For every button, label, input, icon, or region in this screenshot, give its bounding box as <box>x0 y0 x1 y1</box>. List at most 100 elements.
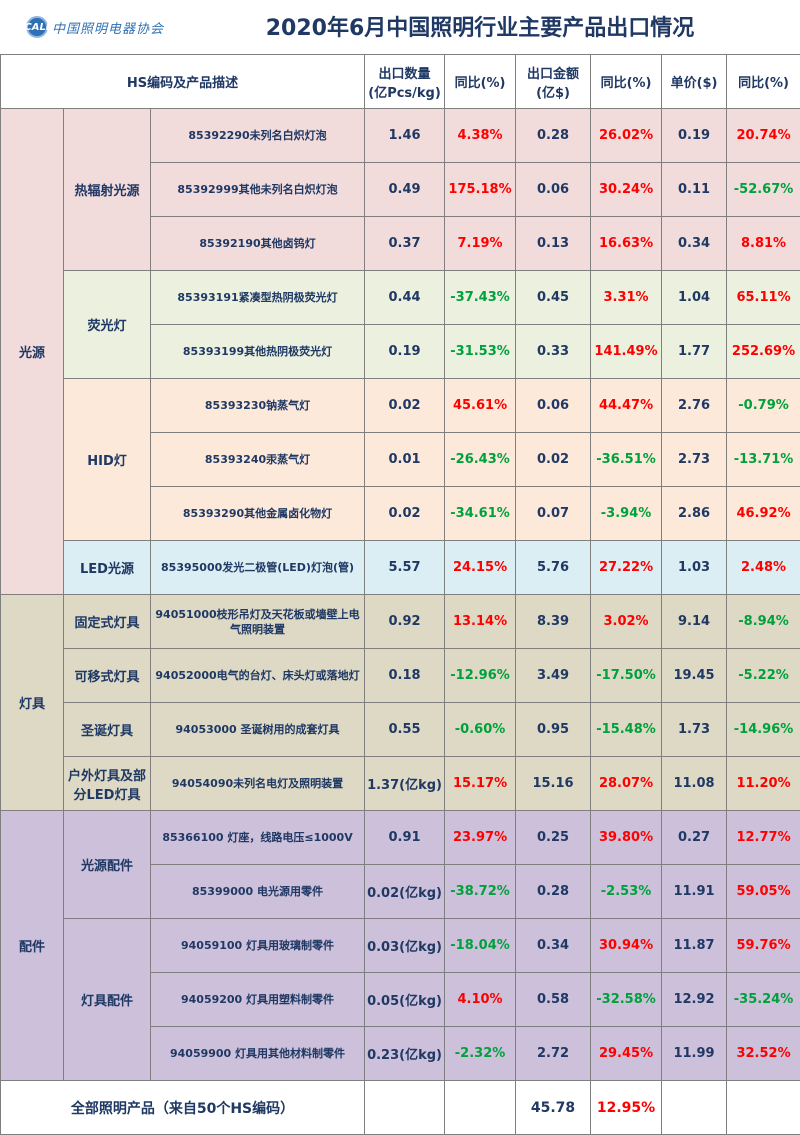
unit-price: 12.92 <box>662 973 727 1027</box>
amount-yoy: 3.31% <box>591 271 662 325</box>
amount-yoy: 26.02% <box>591 109 662 163</box>
qty-yoy: -2.32% <box>445 1027 516 1081</box>
total-qty-empty <box>365 1081 445 1135</box>
unit-price: 2.76 <box>662 379 727 433</box>
subgroup-fixed: 固定式灯具 <box>64 595 151 649</box>
export-amount: 3.49 <box>516 649 591 703</box>
amount-yoy: 29.45% <box>591 1027 662 1081</box>
unit-price: 0.19 <box>662 109 727 163</box>
price-yoy: -14.96% <box>727 703 800 757</box>
unit-price: 19.45 <box>662 649 727 703</box>
total-label: 全部照明产品（来自50个HS编码） <box>1 1081 365 1135</box>
subgroup-src_acc: 光源配件 <box>64 811 151 919</box>
qty-yoy: 4.10% <box>445 973 516 1027</box>
export-amount: 0.13 <box>516 217 591 271</box>
price-yoy: 59.05% <box>727 865 800 919</box>
price-yoy: 8.81% <box>727 217 800 271</box>
total-price-empty <box>662 1081 727 1135</box>
unit-price: 1.04 <box>662 271 727 325</box>
price-yoy: 20.74% <box>727 109 800 163</box>
qty-yoy: -34.61% <box>445 487 516 541</box>
export-qty: 0.19 <box>365 325 445 379</box>
unit-price: 1.77 <box>662 325 727 379</box>
qty-yoy: 13.14% <box>445 595 516 649</box>
amount-yoy: -3.94% <box>591 487 662 541</box>
price-yoy: -52.67% <box>727 163 800 217</box>
export-amount: 0.34 <box>516 919 591 973</box>
unit-price: 0.11 <box>662 163 727 217</box>
export-amount: 0.06 <box>516 379 591 433</box>
total-price-yoy-empty <box>727 1081 800 1135</box>
total-qty-yoy-empty <box>445 1081 516 1135</box>
unit-price: 2.73 <box>662 433 727 487</box>
export-amount: 15.16 <box>516 757 591 811</box>
price-yoy: 32.52% <box>727 1027 800 1081</box>
export-amount: 0.06 <box>516 163 591 217</box>
product-desc: 85392999其他未列名白炽灯泡 <box>151 163 365 217</box>
product-desc: 85393290其他金属卤化物灯 <box>151 487 365 541</box>
export-amount: 5.76 <box>516 541 591 595</box>
subgroup-hid: HID灯 <box>64 379 151 541</box>
page-title: 2020年6月中国照明行业主要产品出口情况 <box>200 10 760 42</box>
amount-yoy: 3.02% <box>591 595 662 649</box>
product-desc: 85393191紧凑型热阴极荧光灯 <box>151 271 365 325</box>
subgroup-outdoor: 户外灯具及部分LED灯具 <box>64 757 151 811</box>
unit-price: 0.27 <box>662 811 727 865</box>
product-desc: 94059900 灯具用其他材料制零件 <box>151 1027 365 1081</box>
export-amount: 0.95 <box>516 703 591 757</box>
total-amount: 45.78 <box>516 1081 591 1135</box>
price-yoy: -13.71% <box>727 433 800 487</box>
qty-yoy: 45.61% <box>445 379 516 433</box>
group-accessories: 配件 <box>1 811 64 1081</box>
export-amount: 0.45 <box>516 271 591 325</box>
amount-yoy: -2.53% <box>591 865 662 919</box>
amount-yoy: 39.80% <box>591 811 662 865</box>
amount-yoy: -36.51% <box>591 433 662 487</box>
unit-price: 1.03 <box>662 541 727 595</box>
logo-icon: CALI <box>26 16 48 38</box>
price-yoy: -0.79% <box>727 379 800 433</box>
qty-yoy: -31.53% <box>445 325 516 379</box>
qty-yoy: 4.38% <box>445 109 516 163</box>
export-qty: 0.55 <box>365 703 445 757</box>
export-qty: 0.49 <box>365 163 445 217</box>
export-qty: 0.37 <box>365 217 445 271</box>
product-desc: 85393199其他热阴极荧光灯 <box>151 325 365 379</box>
qty-yoy: 15.17% <box>445 757 516 811</box>
unit-price: 1.73 <box>662 703 727 757</box>
amount-yoy: -32.58% <box>591 973 662 1027</box>
subgroup-xmas: 圣诞灯具 <box>64 703 151 757</box>
export-amount: 0.25 <box>516 811 591 865</box>
logo: CALI 中国照明电器协会 <box>26 14 164 40</box>
export-qty: 0.44 <box>365 271 445 325</box>
export-qty: 0.01 <box>365 433 445 487</box>
price-yoy: -5.22% <box>727 649 800 703</box>
table-header: HS编码及产品描述 出口数量 (亿Pcs/kg) 同比(%) 出口金额 (亿$)… <box>1 55 800 109</box>
export-amount: 0.07 <box>516 487 591 541</box>
export-amount: 2.72 <box>516 1027 591 1081</box>
export-qty: 0.18 <box>365 649 445 703</box>
unit-price: 2.86 <box>662 487 727 541</box>
export-amount: 0.33 <box>516 325 591 379</box>
amount-yoy: 141.49% <box>591 325 662 379</box>
unit-price: 11.08 <box>662 757 727 811</box>
product-desc: 85395000发光二极管(LED)灯泡(管) <box>151 541 365 595</box>
subgroup-fluo: 荧光灯 <box>64 271 151 379</box>
export-qty: 1.37(亿kg) <box>365 757 445 811</box>
price-yoy: 252.69% <box>727 325 800 379</box>
export-amount: 8.39 <box>516 595 591 649</box>
export-qty: 0.02 <box>365 487 445 541</box>
price-yoy: 59.76% <box>727 919 800 973</box>
export-amount: 0.28 <box>516 865 591 919</box>
product-desc: 85392190其他卤钨灯 <box>151 217 365 271</box>
export-qty: 1.46 <box>365 109 445 163</box>
product-desc: 85393230钠蒸气灯 <box>151 379 365 433</box>
header: CALI 中国照明电器协会 2020年6月中国照明行业主要产品出口情况 <box>0 0 800 54</box>
unit-price: 9.14 <box>662 595 727 649</box>
